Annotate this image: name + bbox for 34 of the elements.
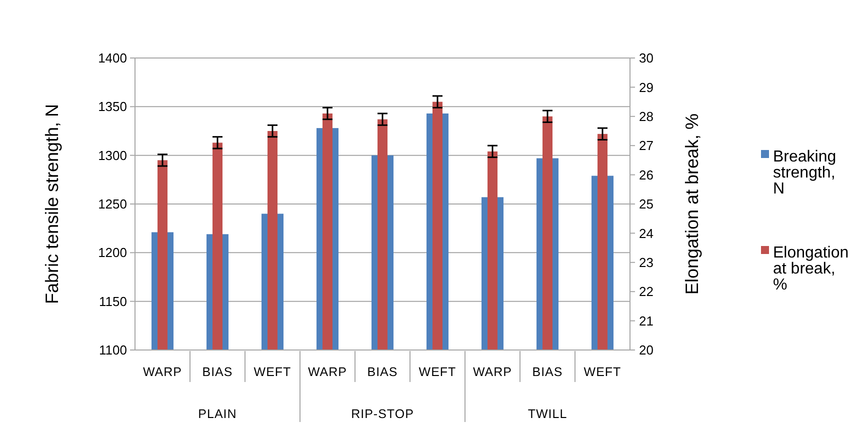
x-tick-label: WARP: [472, 365, 512, 379]
y2-tick-label: 28: [639, 108, 654, 124]
y2-tick-label: 21: [639, 313, 654, 328]
x-tick-label: WEFT: [418, 365, 456, 379]
y-tick-label: 1100: [99, 342, 127, 358]
y2-tick-label: 27: [639, 138, 654, 154]
y-tick-label: 1350: [98, 99, 127, 114]
y2-tick-label: 24: [639, 226, 654, 241]
legend-label: Breaking strength, N: [773, 148, 836, 198]
y2-tick-label: 29: [639, 80, 654, 95]
x-tick-label: WEFT: [584, 365, 622, 379]
x-tick-label: WARP: [142, 365, 182, 379]
y2-tick-label: 30: [639, 50, 654, 66]
text: RIP-STOP: [351, 407, 414, 421]
y-axis-title: Fabric tensile strength, N: [42, 104, 62, 304]
x-tick-label: BIAS: [202, 365, 233, 379]
x-tick-label: BIAS: [367, 365, 398, 379]
y2-tick-label: 26: [639, 167, 654, 182]
x-tick-label: WEFT: [254, 365, 292, 379]
y2-tick-label: 25: [639, 196, 654, 212]
y2-tick-label: 22: [639, 284, 654, 300]
text: TWILL: [528, 407, 568, 421]
x-tick-label: WARP: [308, 365, 348, 379]
y-tick-label: 1300: [98, 148, 127, 163]
y-tick-label: 1250: [98, 196, 127, 212]
y-tick-label: 1150: [99, 294, 127, 309]
y2-tick-label: 23: [639, 254, 654, 270]
text: PLAIN: [198, 407, 237, 421]
y-tick-label: 1400: [98, 50, 127, 66]
legend-label: Elongation at break, %: [773, 244, 849, 294]
y2-tick-label: 20: [639, 342, 654, 358]
y2-axis-title: Elongation at break, %: [682, 113, 702, 295]
x-tick-label: BIAS: [532, 365, 563, 379]
y-tick-label: 1200: [98, 245, 127, 260]
